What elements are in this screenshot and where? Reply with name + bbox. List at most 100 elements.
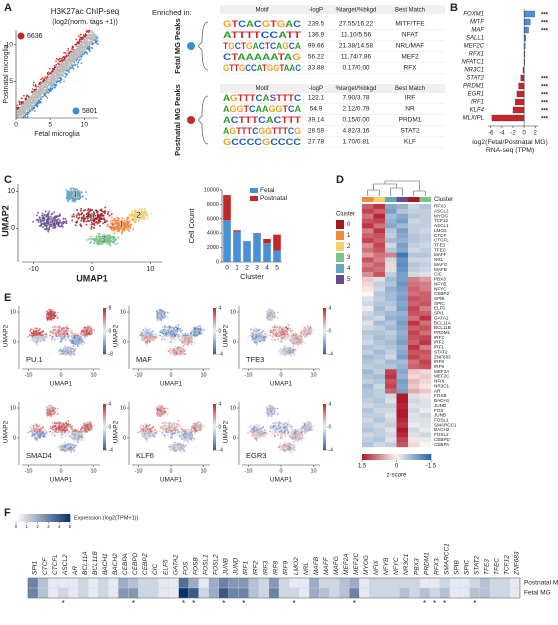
- heat-cell: [374, 233, 386, 238]
- heat-cell: [408, 316, 420, 321]
- point: [72, 52, 74, 54]
- table-cell: KLF: [404, 139, 416, 146]
- point: [58, 69, 60, 71]
- point: [97, 40, 99, 42]
- heat-cell: [397, 330, 409, 335]
- count-label: 6636: [27, 33, 43, 40]
- heat-cell: [374, 355, 386, 360]
- point: [111, 217, 113, 219]
- heat-cell: [385, 291, 397, 296]
- y-tick-label: 0: [11, 225, 15, 232]
- point: [19, 104, 21, 106]
- point: [67, 196, 69, 198]
- point: [79, 56, 81, 58]
- heat-cell: [397, 219, 409, 224]
- point: [41, 92, 43, 94]
- heat-cell: [420, 243, 432, 248]
- point: [32, 333, 34, 335]
- point: [69, 351, 71, 353]
- point: [65, 339, 67, 341]
- heat-cell: [385, 277, 397, 282]
- gene-label: IRF1: [471, 100, 484, 106]
- point: [72, 67, 74, 69]
- point: [93, 329, 95, 331]
- heat-cell: [420, 379, 432, 384]
- heat-cell: [385, 418, 397, 423]
- colorbar-step: [417, 454, 420, 460]
- bar-segment: [263, 243, 271, 262]
- point: [150, 213, 152, 215]
- point: [71, 330, 73, 332]
- heat-cell: [420, 408, 432, 413]
- point: [50, 81, 52, 83]
- point: [54, 330, 56, 332]
- table-cell: 1.70/0.81: [342, 139, 369, 146]
- heat-cell: [362, 306, 374, 311]
- heat-cell: [385, 243, 397, 248]
- point: [26, 95, 28, 97]
- legend-title: Cluster: [336, 212, 355, 218]
- legend-label: Fetal: [260, 187, 275, 194]
- heat-cell: [362, 311, 374, 316]
- point: [161, 339, 163, 341]
- heat-cell: [385, 413, 397, 418]
- heat-cell: [374, 326, 386, 331]
- heat-cell: [362, 248, 374, 253]
- point: [45, 210, 47, 212]
- colorbar-step: [103, 329, 106, 332]
- heat-cell: [374, 340, 386, 345]
- point: [65, 220, 67, 222]
- point: [73, 215, 75, 217]
- point: [84, 48, 86, 50]
- point: [87, 31, 89, 33]
- point: [113, 223, 115, 225]
- point: [27, 106, 29, 108]
- table-cell: 33.88: [308, 65, 325, 72]
- point: [62, 226, 64, 228]
- point: [73, 68, 75, 70]
- colorbar-step: [380, 454, 383, 460]
- group-dot: [187, 42, 195, 50]
- heat-cell: [385, 340, 397, 345]
- point: [91, 41, 93, 43]
- colorbar-label: 0: [109, 328, 112, 334]
- point: [146, 212, 148, 214]
- heat-cell: [408, 398, 420, 403]
- point: [86, 216, 88, 218]
- heat-cell: [374, 306, 386, 311]
- heat-cell: [374, 316, 386, 321]
- heat-cell: [420, 350, 432, 355]
- point: [57, 336, 59, 338]
- title: H3K27ac ChIP-seq: [51, 7, 119, 16]
- heat-cell: [362, 360, 374, 365]
- point: [53, 329, 55, 331]
- point: [66, 70, 68, 72]
- point: [18, 112, 20, 114]
- point: [130, 224, 132, 226]
- point: [41, 89, 43, 91]
- panel-label: E: [4, 292, 11, 304]
- point: [85, 33, 87, 35]
- table-cell: 7.90/3.78: [342, 95, 369, 102]
- heat-cell: [420, 330, 432, 335]
- cluster-strip: [408, 197, 420, 202]
- point: [30, 334, 32, 336]
- heat-cell: [420, 423, 432, 428]
- point: [99, 225, 101, 227]
- cluster-label: 2: [136, 210, 141, 220]
- point: [58, 332, 60, 334]
- x-tick-label: -2: [510, 131, 516, 137]
- heat-cell: [374, 209, 386, 214]
- motif-logo: GCCCCGCCCC: [223, 137, 301, 148]
- heat-cell: [408, 321, 420, 326]
- heat-cell: [408, 335, 420, 340]
- colorbar-step: [103, 315, 106, 318]
- point: [77, 46, 79, 48]
- heat-cell: [397, 301, 409, 306]
- heat-cell: [420, 267, 432, 272]
- heat-cell: [374, 442, 386, 447]
- point: [25, 103, 27, 105]
- gene-label: CEBPA: [434, 442, 450, 447]
- heat-cell: [408, 364, 420, 369]
- point: [72, 334, 74, 336]
